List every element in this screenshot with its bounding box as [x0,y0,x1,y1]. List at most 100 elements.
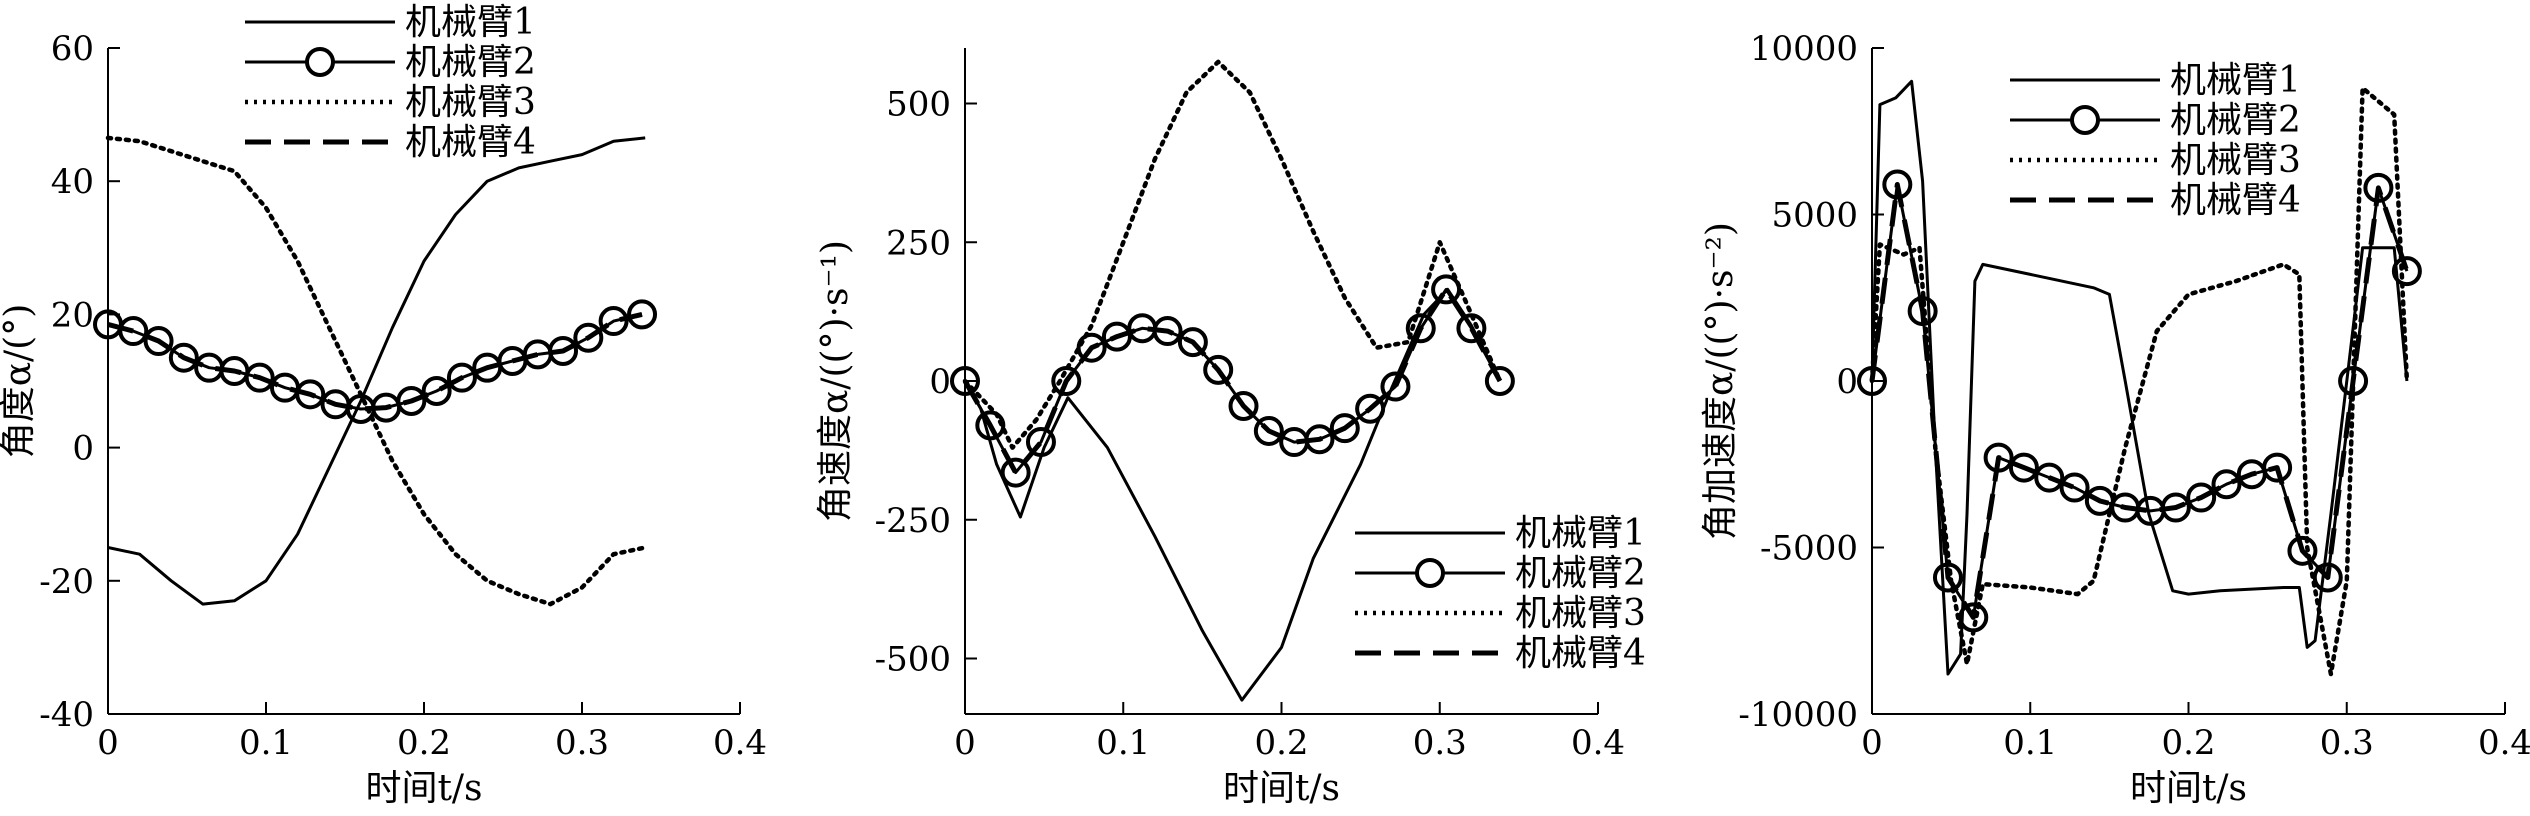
y-tick-label: 40 [51,162,94,202]
y-tick-label: 5000 [1771,196,1858,236]
series-point [295,379,326,410]
x-tick-label: 0.1 [2003,723,2057,763]
series-line-4 [962,286,1503,476]
series-point [2034,462,2065,493]
legend-label: 机械臂3 [405,82,536,123]
series-point [598,306,629,337]
x-tick-label: 0.3 [555,723,609,763]
series-point [2211,469,2242,500]
x-tick-label: 0 [1861,723,1883,763]
series-point [1253,415,1284,446]
series-line-1 [107,136,646,606]
legend-label: 机械臂4 [1515,633,1646,674]
x-tick-label: 0.2 [1254,723,1308,763]
y-tick-label: 250 [886,223,951,263]
series-line-4 [1869,182,2410,620]
series-point [2287,535,2318,566]
series-4 [1869,182,2410,620]
x-tick-label: 0.4 [2478,723,2530,763]
x-tick-label: 0 [97,723,119,763]
x-axis-label: 时间t/s [1223,768,1340,809]
x-tick-label: 0.4 [713,723,767,763]
series-point [950,366,980,396]
x-axis-label: 时间t/s [2130,768,2247,809]
series-point [168,342,199,373]
legend-label: 机械臂4 [2170,180,2301,221]
series-point [1431,274,1462,305]
series-point [1228,390,1259,421]
series-point [446,362,477,393]
series-1 [963,287,1502,702]
legend-label: 机械臂1 [2170,60,2301,101]
x-tick-label: 0.1 [239,723,293,763]
series-line-1 [963,287,1502,702]
series-point [1484,366,1515,396]
y-axis-label: 角度α/(°) [0,304,39,459]
series-point [143,326,174,357]
legend-marker [2070,105,2100,135]
y-tick-label: -500 [875,640,951,680]
legend-label: 机械臂1 [405,2,536,43]
x-axis-label: 时间t/s [365,768,482,809]
y-tick-label: 0 [1836,362,1858,402]
y-tick-label: -40 [39,695,94,735]
series-1 [1870,79,2409,676]
series-3 [962,59,1503,450]
series-2 [93,299,658,424]
y-tick-label: 20 [51,295,94,335]
legend-label: 机械臂2 [2170,100,2301,141]
series-point [2391,256,2422,287]
x-tick-label: 0.1 [1096,723,1150,763]
series-point [1203,354,1234,385]
legend-label: 机械臂1 [1515,513,1646,554]
y-tick-label: 0 [929,362,951,402]
y-tick-label: -250 [875,501,951,541]
series-point [1882,169,1913,200]
legend-label: 机械臂3 [1515,593,1646,634]
series-point [2186,482,2217,513]
series-point [573,322,604,353]
series-point [2262,452,2293,483]
series-point [244,362,275,393]
series-point [1177,327,1208,358]
series-line-3 [105,135,648,607]
series-line-1 [1870,79,2409,676]
x-tick-label: 0.3 [1413,723,1467,763]
x-tick-label: 0.2 [2161,723,2215,763]
series-3 [105,135,648,607]
y-tick-label: 10000 [1750,29,1858,69]
series-point [1025,427,1056,458]
y-tick-label: -20 [39,562,94,602]
series-point [1355,393,1386,424]
series-point [627,299,658,330]
y-tick-label: -5000 [1760,529,1858,569]
x-tick-label: 0.4 [1571,723,1625,763]
x-tick-label: 0.2 [397,723,451,763]
y-tick-label: -10000 [1738,695,1858,735]
series-point [396,385,427,416]
series-point [118,316,149,347]
series-point [421,375,452,406]
x-tick-label: 0.3 [2320,723,2374,763]
series-point [1329,413,1360,444]
series-point [1380,371,1411,402]
y-tick-label: 500 [886,85,951,125]
legend-marker [305,47,335,77]
series-4 [107,311,643,412]
y-axis-label: 角加速度α/((°)·s⁻²) [1700,222,1741,540]
series-1 [107,136,646,606]
y-tick-label: 60 [51,29,94,69]
legend-label: 机械臂3 [2170,140,2301,181]
legend-label: 机械臂4 [405,122,536,163]
series-line-3 [962,59,1503,450]
chart-1: 0 0.1 0.2 0.3 0.4 60 40 20 0 -20 -40 时间t/s 角度α/(°) 机械… [0,2,767,809]
series-point [1405,313,1436,344]
series-line-4 [107,311,643,412]
legend-marker [1415,558,1445,588]
legend-label: 机械臂2 [405,42,536,83]
y-tick-label: 0 [72,429,94,469]
series-point [2008,452,2039,483]
